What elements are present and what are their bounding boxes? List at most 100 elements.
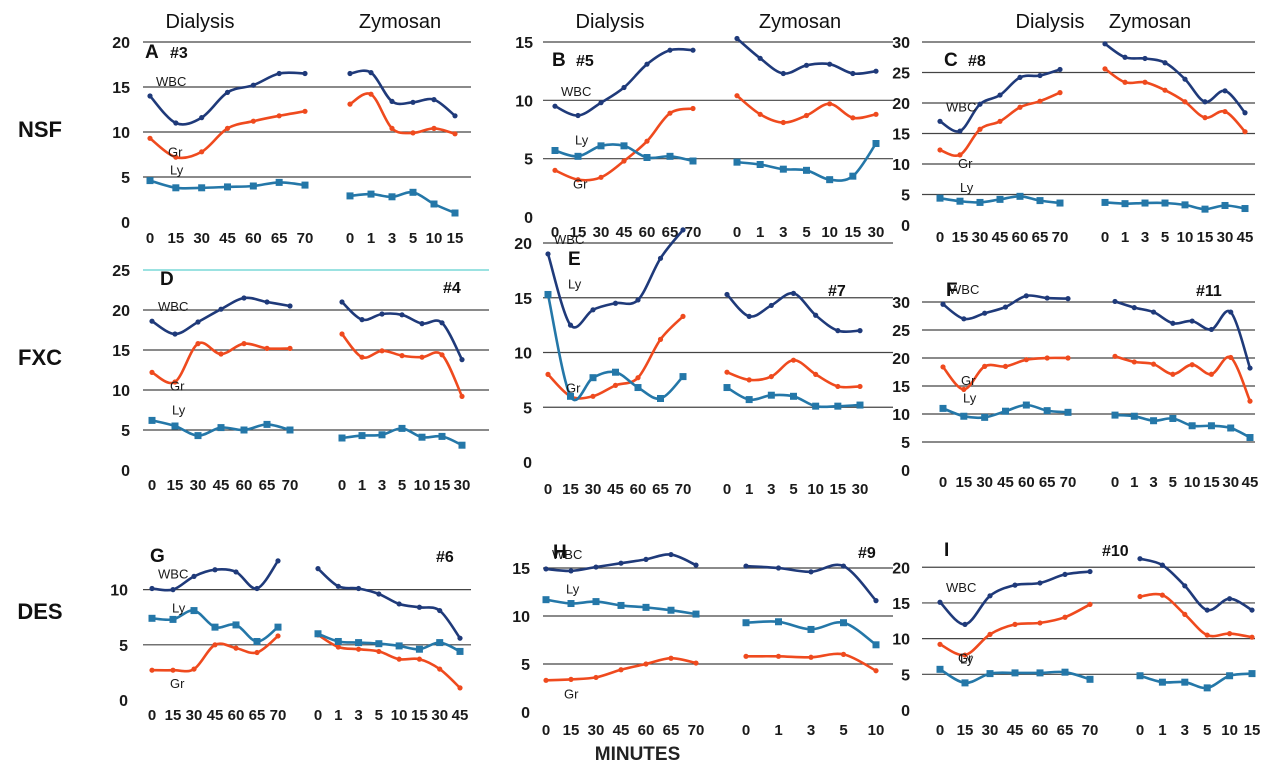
gr-point	[1122, 79, 1128, 85]
gr-point	[437, 666, 443, 672]
gr-point	[668, 655, 674, 661]
y-tick-label: 5	[521, 657, 530, 674]
x-tick-label: 15	[167, 230, 184, 247]
y-tick-label: 20	[892, 96, 910, 113]
x-tick-label: 65	[259, 477, 276, 494]
panel-subject: #10	[1102, 543, 1129, 560]
series-label-ly: Ly	[960, 180, 974, 195]
x-tick-label: 30	[186, 707, 203, 724]
gr-point	[545, 371, 551, 377]
gr-point	[724, 369, 730, 375]
x-tick-label: 3	[767, 481, 775, 498]
ly-zymosan-line	[1139, 672, 1253, 690]
gr-point	[254, 649, 260, 656]
gr-point	[780, 119, 786, 126]
panel-subject: #11	[1196, 283, 1222, 300]
x-tick-label: 0	[1101, 229, 1109, 246]
gr-point	[940, 364, 946, 370]
y-tick-label: 10	[112, 383, 130, 400]
gr-point	[1037, 98, 1043, 104]
x-tick-label: 30	[431, 707, 448, 724]
gr-point	[1182, 611, 1188, 617]
gr-dialysis-line	[939, 603, 1091, 657]
ly-point	[1036, 669, 1044, 677]
y-tick-label: 30	[892, 295, 910, 312]
wbc-point	[657, 255, 664, 261]
ly-point	[148, 614, 156, 622]
x-tick-label: 70	[688, 722, 705, 739]
y-tick-label: 5	[119, 638, 128, 655]
x-tick-label: 65	[652, 481, 669, 498]
wbc-point	[379, 311, 385, 317]
wbc-point	[1242, 110, 1248, 116]
ly-point	[574, 152, 582, 160]
wbc-point	[612, 300, 619, 306]
wbc-point	[621, 84, 627, 91]
gr-point	[568, 676, 574, 682]
gr-point	[667, 110, 673, 116]
ly-point	[1226, 672, 1234, 680]
ly-point	[1016, 192, 1024, 200]
wbc-point	[873, 598, 879, 604]
ly-point	[314, 630, 322, 638]
x-tick-label: 45	[219, 230, 236, 247]
panel-subject: #9	[858, 545, 876, 562]
x-tick-label: 15	[434, 477, 451, 494]
panel-letter: H	[553, 542, 567, 563]
gr-point	[302, 108, 308, 114]
x-tick-label: 1	[334, 707, 342, 724]
wbc-point	[962, 621, 968, 627]
x-tick-label: 30	[588, 722, 605, 739]
gr-point	[1112, 353, 1118, 359]
gr-point	[835, 383, 841, 390]
ly-point	[263, 420, 271, 428]
wbc-point	[276, 70, 282, 77]
x-tick-label: 45	[616, 224, 633, 241]
gr-point	[149, 667, 155, 673]
x-tick-label: 15	[957, 722, 974, 739]
x-tick-label: 10	[821, 224, 838, 241]
section-title: Dialysis	[1016, 11, 1085, 33]
gr-point	[743, 653, 749, 659]
wbc-point	[339, 299, 345, 305]
section-title: Dialysis	[166, 11, 235, 33]
gr-point	[1222, 108, 1228, 115]
wbc-point	[937, 599, 943, 605]
x-tick-label: 60	[1032, 722, 1049, 739]
wbc-point	[368, 70, 374, 76]
y-tick-label: 15	[515, 35, 533, 52]
wbc-point	[1204, 607, 1210, 613]
x-tick-label: 3	[807, 722, 815, 739]
gr-point	[790, 357, 797, 363]
x-tick-label: 15	[167, 477, 184, 494]
gr-point	[1012, 621, 1018, 627]
panel-letter: B	[552, 50, 566, 71]
ly-point	[1169, 414, 1177, 422]
gr-point	[1159, 592, 1165, 598]
y-tick-label: 10	[892, 407, 910, 424]
series-label-wbc: WBC	[561, 84, 591, 99]
ly-point	[939, 404, 947, 412]
gr-point	[1057, 90, 1063, 96]
ly-point	[1221, 201, 1229, 209]
ly-point	[456, 647, 464, 655]
x-tick-label: 30	[193, 230, 210, 247]
ly-point	[198, 184, 206, 192]
x-tick-label: 0	[1136, 722, 1144, 739]
wbc-point	[937, 118, 943, 124]
gr-point	[690, 105, 696, 112]
gr-point	[1242, 129, 1248, 135]
ly-point	[956, 197, 964, 205]
ly-point	[961, 679, 969, 687]
ly-zymosan-line	[745, 620, 877, 646]
ly-point	[643, 154, 651, 161]
ly-point	[692, 610, 700, 618]
gr-point	[1249, 634, 1255, 640]
x-tick-label: 45	[992, 229, 1009, 246]
gr-point	[962, 652, 968, 658]
gr-point	[961, 386, 967, 392]
gr-point	[1189, 362, 1195, 368]
wbc-point	[1065, 296, 1071, 302]
ly-point	[745, 396, 753, 404]
ly-point	[733, 158, 741, 166]
